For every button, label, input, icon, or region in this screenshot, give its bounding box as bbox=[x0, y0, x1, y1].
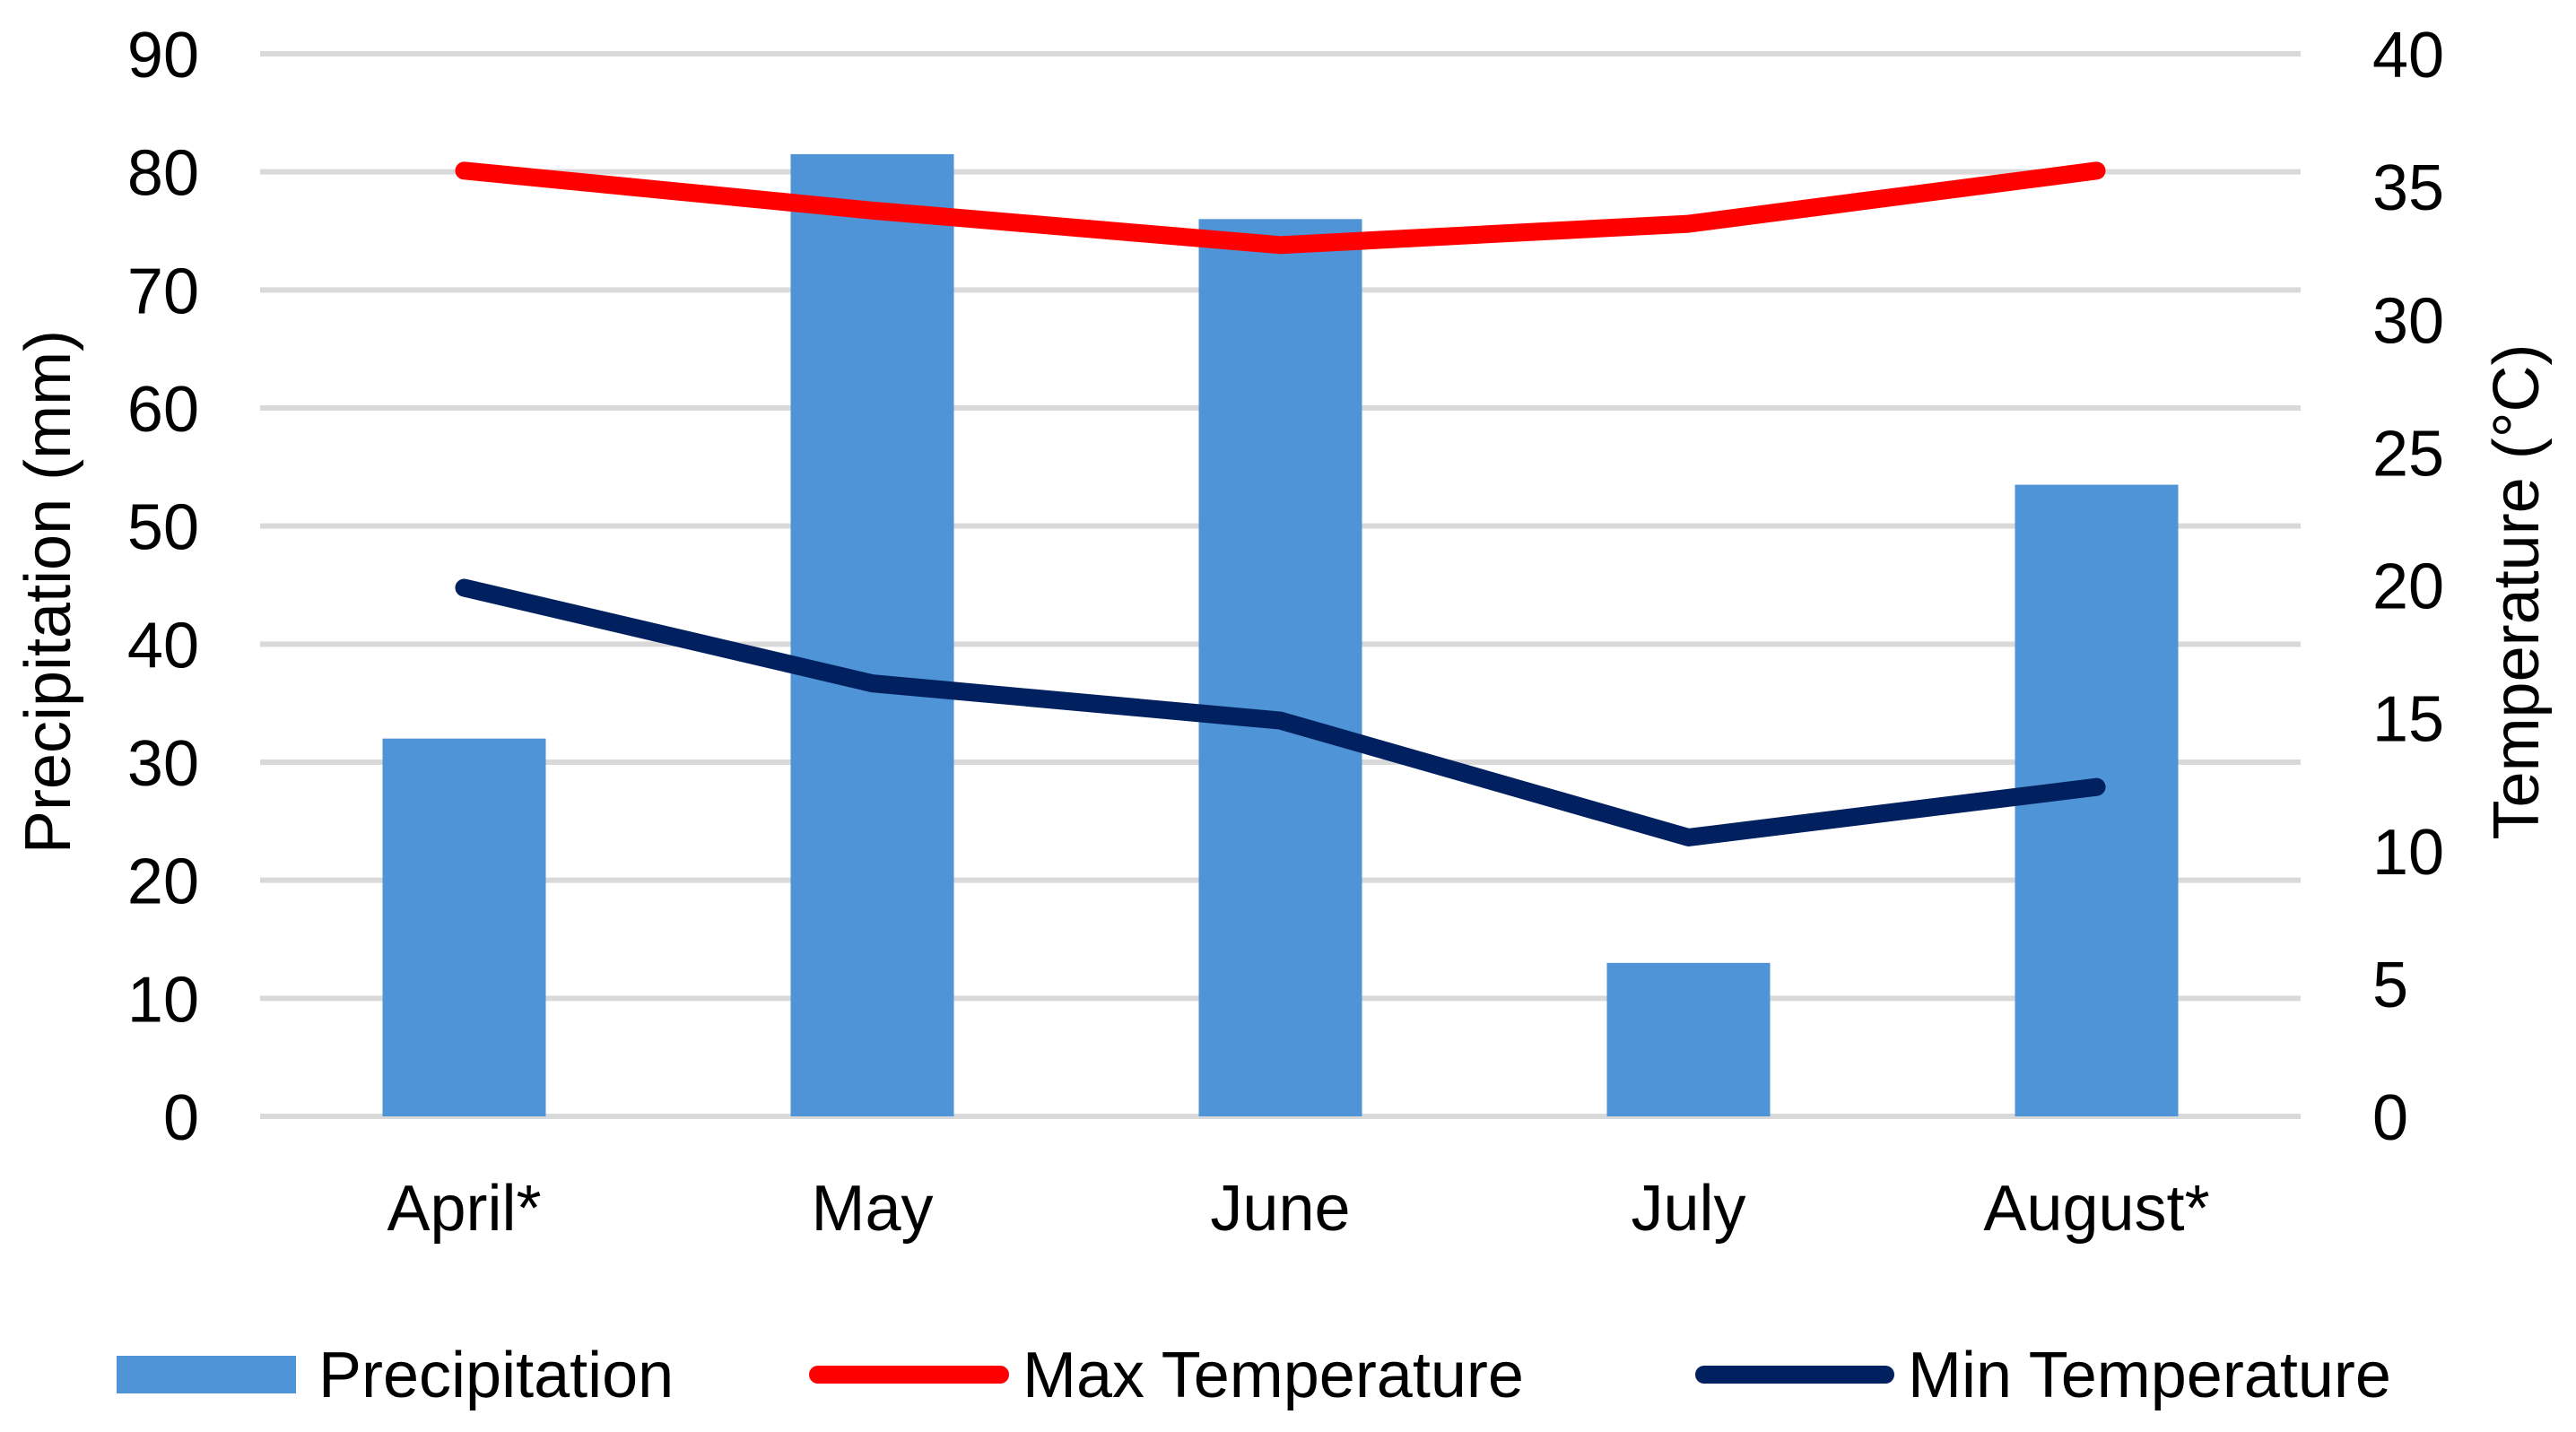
right-tick-label: 40 bbox=[2372, 20, 2444, 91]
bar-precipitation bbox=[1606, 962, 1771, 1116]
left-tick-label: 0 bbox=[163, 1082, 199, 1154]
line-max-temperature bbox=[455, 161, 2106, 255]
right-axis-title: Temperature (°C) bbox=[2481, 344, 2553, 840]
bar-precipitation bbox=[382, 738, 546, 1116]
right-tick-label: 10 bbox=[2372, 817, 2444, 889]
temperature-lines bbox=[455, 161, 2106, 846]
precipitation-bars bbox=[382, 153, 2179, 1117]
x-tick-label: August* bbox=[1983, 1173, 2209, 1245]
bar-precipitation bbox=[1198, 219, 1362, 1117]
left-tick-label: 80 bbox=[127, 138, 199, 210]
right-axis-ticks: 0 5 10 15 20 25 30 35 40 bbox=[2372, 20, 2444, 1154]
line-min-temperature bbox=[455, 578, 2106, 846]
right-tick-label: 15 bbox=[2372, 684, 2444, 756]
legend-label-max-temperature: Max Temperature bbox=[1023, 1340, 1524, 1411]
x-tick-label: April* bbox=[387, 1173, 541, 1245]
right-tick-label: 30 bbox=[2372, 285, 2444, 357]
left-tick-label: 30 bbox=[127, 728, 199, 800]
x-axis-ticks: April* May June July August* bbox=[387, 1173, 2209, 1245]
left-tick-label: 50 bbox=[127, 492, 199, 564]
legend: Precipitation Max Temperature Min Temper… bbox=[117, 1340, 2391, 1411]
right-tick-label: 0 bbox=[2372, 1082, 2408, 1154]
left-tick-label: 60 bbox=[127, 374, 199, 446]
left-tick-label: 90 bbox=[127, 20, 199, 91]
left-tick-label: 40 bbox=[127, 610, 199, 681]
legend-swatch-precipitation bbox=[117, 1356, 296, 1393]
x-tick-label: July bbox=[1631, 1173, 1745, 1245]
x-tick-label: May bbox=[811, 1173, 933, 1245]
x-tick-label: June bbox=[1210, 1173, 1350, 1245]
left-tick-label: 20 bbox=[127, 846, 199, 918]
right-tick-label: 20 bbox=[2372, 551, 2444, 623]
left-axis-ticks: 0 10 20 30 40 50 60 70 80 90 bbox=[127, 20, 199, 1154]
left-tick-label: 70 bbox=[127, 256, 199, 327]
right-tick-label: 5 bbox=[2372, 950, 2408, 1021]
right-tick-label: 35 bbox=[2372, 152, 2444, 224]
right-tick-label: 25 bbox=[2372, 418, 2444, 490]
legend-label-min-temperature: Min Temperature bbox=[1908, 1340, 2391, 1411]
legend-label-precipitation: Precipitation bbox=[318, 1340, 674, 1411]
left-tick-label: 10 bbox=[127, 964, 199, 1036]
bar-precipitation bbox=[790, 153, 954, 1117]
left-axis-title: Precipitation (mm) bbox=[13, 330, 84, 854]
